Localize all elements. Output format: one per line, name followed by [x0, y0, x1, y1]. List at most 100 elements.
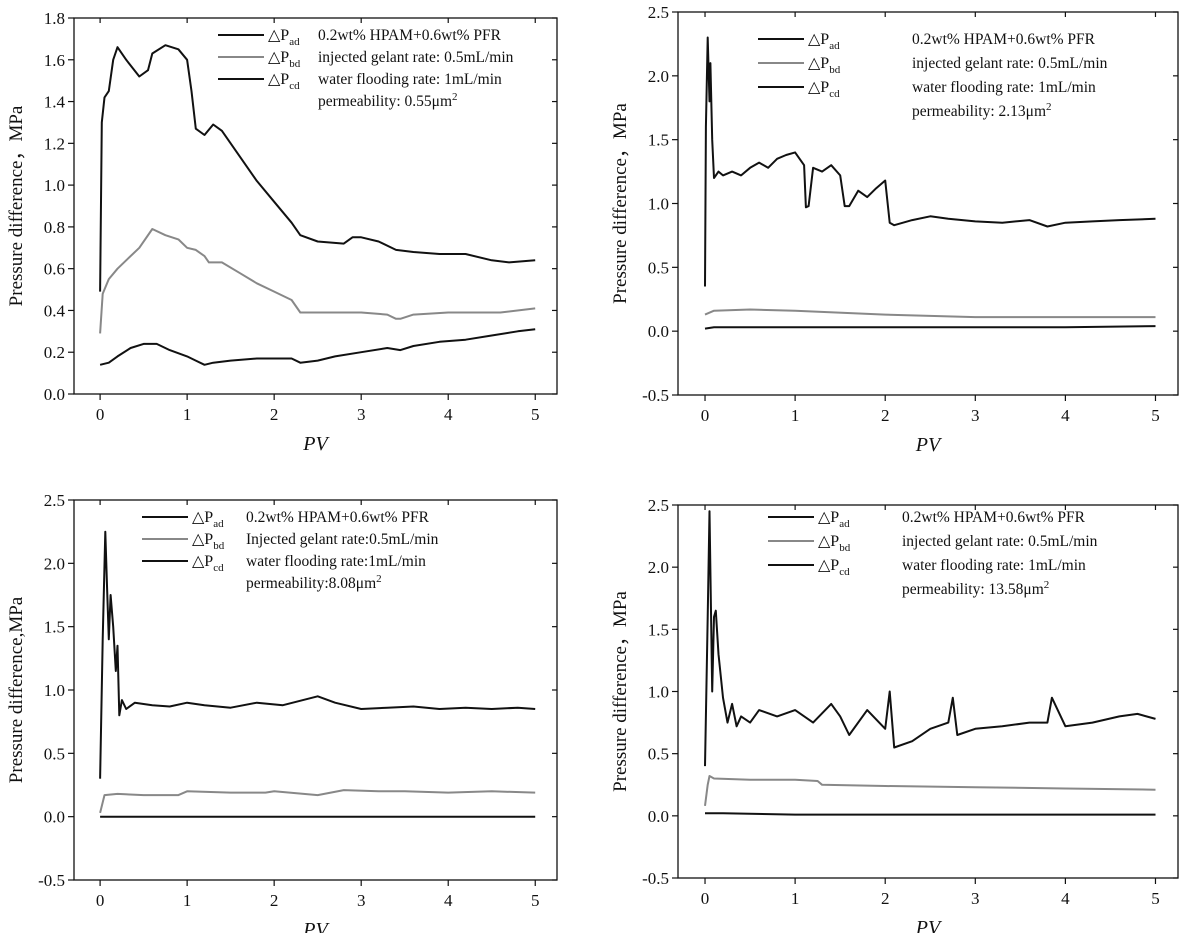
x-tick-label: 0	[701, 406, 710, 425]
y-tick-label: 2.0	[648, 558, 669, 577]
series-line-3	[704, 325, 1156, 330]
legend-note-text: permeability: 13.58μm	[902, 581, 1044, 598]
y-tick-label: 0.2	[44, 343, 65, 362]
x-tick-label: 1	[791, 889, 800, 908]
legend-label-base: △P	[808, 31, 829, 48]
x-tick-label: 1	[791, 406, 800, 425]
y-tick-label: 1.0	[648, 195, 669, 214]
x-tick-label: 3	[971, 406, 980, 425]
legend-note-text: Injected gelant rate:0.5mL/min	[246, 531, 439, 548]
y-tick-label: 1.0	[648, 683, 669, 702]
x-tick-label: 0	[96, 405, 105, 424]
x-tick-label: 0	[701, 889, 710, 908]
series-line-2	[99, 228, 536, 334]
legend-note-text: permeability: 0.55μm	[318, 93, 452, 110]
legend-label-base: △P	[818, 533, 839, 550]
legend-label-subscript: bd	[829, 64, 841, 76]
legend-note-text: water flooding rate:1mL/min	[246, 553, 426, 570]
legend-label-subscript: ad	[213, 518, 224, 530]
x-tick-label: 2	[270, 891, 279, 910]
y-tick-label: 1.8	[44, 9, 65, 28]
x-tick-label: 5	[531, 891, 540, 910]
legend-note: 0.2wt% HPAM+0.6wt% PFR	[912, 31, 1096, 48]
legend-note-superscript: 2	[1046, 101, 1052, 113]
legend-label-subscript: cd	[829, 88, 840, 100]
y-tick-label: 0.0	[44, 808, 65, 827]
x-tick-label: 4	[1061, 889, 1070, 908]
legend-label-base: △P	[192, 531, 213, 548]
y-tick-label: 0.4	[44, 301, 66, 320]
y-tick-label: 0.8	[44, 218, 65, 237]
y-tick-label: 2.5	[44, 491, 65, 510]
x-tick-label: 3	[971, 889, 980, 908]
y-axis-label: Pressure difference,MPa	[6, 596, 27, 783]
y-axis-label: Pressure difference，MPa	[6, 105, 27, 306]
y-tick-label: -0.5	[642, 386, 669, 405]
legend-note: injected gelant rate: 0.5mL/min	[902, 533, 1098, 550]
plot-frame	[73, 17, 558, 395]
legend-note: water flooding rate: 1mL/min	[912, 79, 1096, 96]
legend-label-base: △P	[818, 557, 839, 574]
legend-label-subscript: cd	[213, 562, 224, 574]
legend-note: water flooding rate: 1mL/min	[902, 557, 1086, 574]
legend-note-text: water flooding rate: 1mL/min	[912, 79, 1096, 96]
legend-label-base: △P	[268, 71, 289, 88]
y-tick-label: -0.5	[642, 869, 669, 888]
legend-label-base: △P	[808, 79, 829, 96]
legend-note-text: 0.2wt% HPAM+0.6wt% PFR	[246, 509, 430, 526]
legend-label: △Pcd	[808, 79, 840, 100]
y-tick-label: 1.4	[44, 93, 66, 112]
legend-label-subscript: ad	[839, 518, 850, 530]
series-line-2	[99, 789, 536, 814]
y-tick-label: 2.5	[648, 3, 669, 22]
legend-note: 0.2wt% HPAM+0.6wt% PFR	[246, 509, 430, 526]
x-axis-label: PV	[302, 919, 330, 933]
series-line-2	[704, 775, 1156, 807]
series-line-2	[704, 308, 1156, 319]
y-tick-label: 1.5	[44, 618, 65, 637]
y-tick-label: 1.2	[44, 134, 65, 153]
legend-note-text: permeability:8.08μm	[246, 575, 376, 592]
legend-note-text: 0.2wt% HPAM+0.6wt% PFR	[318, 27, 502, 44]
y-tick-label: 0.5	[648, 745, 669, 764]
x-tick-label: 4	[1061, 406, 1070, 425]
chart-panel-2: 0 1 2 3 4 5 -0.5 0.0 0.5 1.0 1.5 2.0 2.5 PV Pressure d…	[610, 3, 1179, 456]
series-line-1	[99, 530, 536, 779]
x-tick-label: 1	[183, 891, 192, 910]
legend-label: △Pad	[268, 27, 300, 48]
legend-label-base: △P	[268, 27, 289, 44]
legend-note: 0.2wt% HPAM+0.6wt% PFR	[902, 509, 1086, 526]
legend-note: permeability:8.08μm2	[246, 573, 382, 592]
legend-note: permeability: 13.58μm2	[902, 579, 1049, 598]
legend-label: △Pad	[192, 509, 224, 530]
y-tick-label: 0.0	[44, 385, 65, 404]
legend-note: Injected gelant rate:0.5mL/min	[246, 531, 439, 548]
legend-note-text: 0.2wt% HPAM+0.6wt% PFR	[912, 31, 1096, 48]
y-tick-label: 0.6	[44, 260, 65, 279]
x-tick-label: 3	[357, 891, 366, 910]
x-tick-label: 5	[1151, 889, 1160, 908]
legend-note: injected gelant rate: 0.5mL/min	[318, 49, 514, 66]
x-tick-label: 2	[881, 406, 890, 425]
y-tick-label: 0.5	[648, 258, 669, 277]
legend-label-base: △P	[192, 509, 213, 526]
legend-label-subscript: ad	[829, 40, 840, 52]
x-tick-label: 1	[183, 405, 192, 424]
series-line-1	[99, 44, 536, 292]
legend-note-superscript: 2	[452, 91, 458, 103]
legend-note-text: injected gelant rate: 0.5mL/min	[902, 533, 1098, 550]
y-tick-label: 0.0	[648, 807, 669, 826]
legend-note: injected gelant rate: 0.5mL/min	[912, 55, 1108, 72]
chart-panel-3: 0 1 2 3 4 5 -0.5 0.0 0.5 1.0 1.5 2.0 2.5 PV Pressure d…	[6, 491, 558, 933]
legend-label: △Pad	[818, 509, 850, 530]
y-tick-label: 1.5	[648, 131, 669, 150]
legend-label: △Pbd	[808, 55, 841, 76]
legend-label-subscript: cd	[839, 566, 850, 578]
series-line-1	[704, 36, 1156, 287]
y-tick-label: 1.5	[648, 620, 669, 639]
legend-label: △Pad	[808, 31, 840, 52]
series-line-3	[705, 812, 1156, 816]
y-axis-label: Pressure difference，MPa	[610, 103, 631, 304]
x-tick-label: 4	[444, 405, 453, 424]
